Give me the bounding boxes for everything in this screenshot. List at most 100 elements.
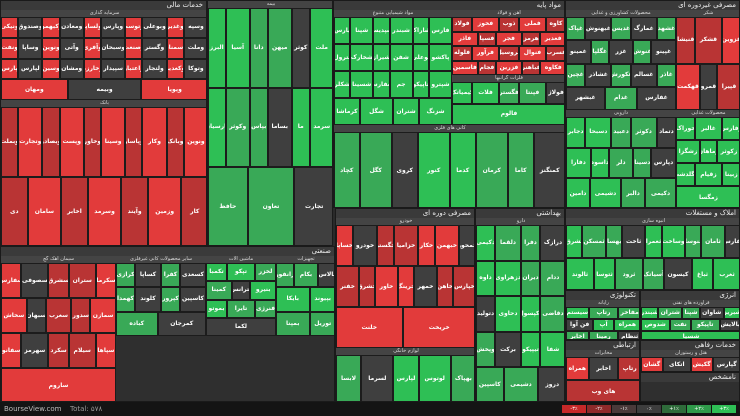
stock-tile[interactable]: نفت xyxy=(669,319,691,331)
stock-tile[interactable]: ددام xyxy=(540,260,564,297)
stock-tile[interactable]: ثاخت xyxy=(621,225,646,258)
stock-tile[interactable]: وصنعت xyxy=(125,37,143,59)
subsector[interactable]: آهن و فولاد فولاد فخوز ذوب فملی کاوه فاذر فسپا ف… xyxy=(452,10,564,75)
stock-tile[interactable]: قزوین xyxy=(721,17,739,64)
stock-tile[interactable]: زکوثر xyxy=(717,140,739,163)
stock-tile[interactable]: فلات xyxy=(472,82,499,104)
stock-tile[interactable]: وسبحان xyxy=(101,37,126,59)
stock-tile[interactable]: کار xyxy=(181,177,206,245)
stock-tile[interactable]: ما xyxy=(292,87,310,168)
stock-tile[interactable]: فاذر xyxy=(452,31,478,46)
stock-tile[interactable]: خرینگ xyxy=(398,266,414,307)
stock-tile[interactable]: ستران xyxy=(68,263,96,298)
stock-tile[interactable]: سپاها xyxy=(95,333,116,368)
stock-tile[interactable]: کیمیاتک xyxy=(452,82,472,104)
stock-tile[interactable]: بموتو xyxy=(206,299,227,318)
stock-tile[interactable]: سامان xyxy=(27,177,62,245)
stock-tile[interactable]: سصوفی xyxy=(21,263,49,298)
stock-tile[interactable]: گکیش xyxy=(691,357,713,371)
stock-tile[interactable]: غاذر xyxy=(656,63,676,87)
stock-tile[interactable]: وآفری xyxy=(83,37,102,59)
stock-tile[interactable]: فغدیر xyxy=(540,31,564,46)
stock-tile[interactable]: شسپا xyxy=(641,331,739,339)
stock-tile[interactable]: کسعدی xyxy=(180,263,206,288)
stock-tile[interactable]: ومشان xyxy=(59,58,84,80)
stock-tile[interactable]: آسیا xyxy=(225,8,250,88)
stock-tile[interactable]: میهن xyxy=(267,8,292,88)
stock-tile[interactable]: فن آوا xyxy=(566,319,594,331)
stock-tile[interactable]: مفاخر xyxy=(618,307,639,319)
stock-tile[interactable]: وخاور xyxy=(83,107,102,177)
stock-tile[interactable]: دروز xyxy=(538,367,564,401)
stock-tile[interactable]: دسبحا xyxy=(585,117,612,148)
subsector[interactable]: تجهیزات رانفور بکام بالاس بایکا بپیوند بمپنا تو… xyxy=(276,256,334,336)
stock-tile[interactable]: لابسا xyxy=(336,355,362,401)
stock-tile[interactable]: شسینا xyxy=(350,71,374,98)
stock-tile[interactable]: دعبید xyxy=(611,117,631,148)
stock-tile[interactable]: فنرژی xyxy=(255,299,276,318)
subsector[interactable]: کانی های فلزی کچاد کگل کروی کنور کدما کرمان کام… xyxy=(334,125,564,207)
stock-tile[interactable]: ونوین xyxy=(42,37,60,59)
stock-tile[interactable]: سهرمز xyxy=(21,333,49,368)
stock-tile[interactable]: فخوز xyxy=(472,17,499,32)
stock-tile[interactable]: ثنظام xyxy=(618,331,639,339)
stock-tile[interactable]: فزرین xyxy=(496,60,522,75)
stock-tile[interactable]: وکبهمن xyxy=(42,17,60,38)
sector-behdashti[interactable]: بهداشتی دارو دکیمی دلقما دفرا درازک داوه دزهراو… xyxy=(475,208,565,402)
stock-tile[interactable]: کمینا xyxy=(206,281,232,300)
stock-tile[interactable]: شاوان xyxy=(699,307,724,319)
subsector[interactable]: فلزات گرانبها کیمیاتک فلات فگستر فپنتا فولاژ ف… xyxy=(452,75,564,125)
stock-tile[interactable]: اتکای xyxy=(662,357,691,371)
stock-tile[interactable]: دکپسول xyxy=(521,296,540,332)
stock-tile[interactable]: های وب xyxy=(566,380,639,401)
stock-tile[interactable]: دکوثر xyxy=(630,117,657,148)
stock-tile[interactable]: خوراک xyxy=(676,117,696,140)
stock-tile[interactable]: وصندوق xyxy=(18,17,43,38)
stock-tile[interactable]: فجر xyxy=(496,31,522,46)
subsector[interactable]: انبوه سازیثشرقثمسکنثبهسازثاختثعمراوساختث… xyxy=(566,218,739,289)
subsector[interactable]: مواد شیمیایی متنوع پارس شپنا شپدیس شبندر شارا… xyxy=(334,10,452,125)
stock-tile[interactable]: کوثر xyxy=(292,8,310,88)
stock-tile[interactable]: سرمد xyxy=(309,87,332,168)
stock-tile[interactable]: شگل xyxy=(360,98,393,125)
subsector[interactable]: محصولات غذایی خوراک غالبر زفارس زشگزازماهان ز… xyxy=(676,110,739,207)
stock-tile[interactable]: سیلام xyxy=(68,333,96,368)
stock-tile[interactable]: لکما xyxy=(206,317,276,336)
stock-tile[interactable]: خپارس xyxy=(453,266,474,307)
stock-tile[interactable]: پاکشو xyxy=(428,44,452,71)
stock-tile[interactable]: لپارس xyxy=(18,58,43,80)
stock-tile[interactable]: اخابر xyxy=(588,357,619,380)
stock-tile[interactable]: دفرا xyxy=(521,225,540,261)
stock-tile[interactable]: سکرما xyxy=(95,263,116,298)
stock-tile[interactable]: ولتجار xyxy=(142,58,167,80)
stock-tile[interactable]: شفا xyxy=(540,331,564,368)
stock-tile[interactable]: وکغدیر xyxy=(166,58,184,80)
stock-tile[interactable]: وآیند xyxy=(121,177,148,245)
stock-tile[interactable]: تجارت xyxy=(294,167,332,245)
stock-tile[interactable]: وبملت xyxy=(1,107,19,177)
stock-tile[interactable]: پارس xyxy=(1,58,19,80)
stock-tile[interactable]: کاوه xyxy=(546,17,564,32)
stock-tile[interactable]: فملی xyxy=(519,17,546,32)
subsector[interactable]: شکر قنیشا قشکر قزوین قهکمت قمرو قپیرا xyxy=(676,10,739,110)
stock-tile[interactable]: زبینا xyxy=(721,163,739,186)
stock-tile[interactable]: تاپیکو xyxy=(691,319,720,331)
stock-tile[interactable]: سیستم xyxy=(566,307,589,319)
stock-tile[interactable]: کیسون xyxy=(664,258,692,289)
stock-tile[interactable]: رتاپ xyxy=(588,307,619,319)
stock-tile[interactable]: سپیدار xyxy=(101,58,126,80)
stock-tile[interactable]: وسینا xyxy=(101,107,126,177)
sector-tech[interactable]: تکنولوژی رایانه سیستم رتاپ مفاخر فن آوا آپ همرا… xyxy=(565,290,640,340)
stock-tile[interactable]: خساپا xyxy=(336,225,353,266)
stock-tile[interactable]: دپارس xyxy=(651,147,676,179)
subsector[interactable]: رایانه سیستم رتاپ مفاخر فن آوا آپ همراه اخابر رم… xyxy=(566,300,639,339)
stock-tile[interactable]: سفانو xyxy=(1,333,22,368)
stock-tile[interactable]: ولساپا xyxy=(83,17,102,38)
stock-tile[interactable]: خگستر xyxy=(377,225,394,266)
stock-tile[interactable]: غالبر xyxy=(695,117,722,140)
stock-tile[interactable]: تایرا xyxy=(227,299,255,318)
